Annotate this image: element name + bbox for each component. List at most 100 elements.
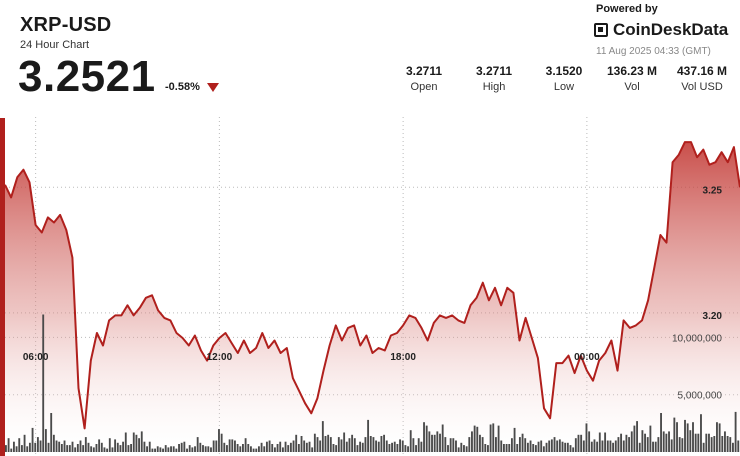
volume-bar	[26, 446, 29, 452]
volume-bar	[359, 441, 362, 452]
volume-bar	[441, 424, 444, 452]
volume-bar	[311, 447, 314, 452]
volume-bar	[343, 432, 346, 452]
brand-logo[interactable]: CoinDeskData	[594, 20, 728, 40]
price-change: -0.58%	[165, 81, 200, 93]
volume-bar	[457, 447, 460, 452]
chart-subtitle: 24 Hour Chart	[20, 39, 90, 51]
volume-bar	[100, 442, 103, 452]
volume-bar	[332, 444, 335, 452]
volume-bar	[425, 425, 428, 452]
volume-bar	[495, 437, 497, 452]
current-price: 3.2521	[18, 52, 156, 101]
volume-bar	[463, 445, 465, 452]
volume-bar	[484, 444, 487, 452]
volume-bar	[5, 445, 7, 452]
volume-bar	[737, 440, 740, 452]
volume-bar	[550, 439, 553, 452]
volume-bar	[194, 446, 196, 452]
volume-bar	[273, 447, 276, 452]
volume-bar	[90, 446, 93, 452]
volume-bar	[721, 436, 724, 452]
volume-bar	[79, 440, 82, 452]
volume-bar	[412, 438, 415, 452]
volume-bar	[335, 445, 338, 452]
volume-bar	[617, 437, 620, 452]
volume-bar	[375, 440, 378, 452]
volume-bar	[20, 445, 23, 452]
volume-bar	[526, 442, 529, 452]
volume-bar	[218, 429, 220, 452]
volume-bar	[652, 441, 654, 452]
volume-bar	[708, 433, 710, 452]
volume-bar	[476, 426, 479, 452]
volume-bar	[471, 431, 473, 452]
volume-bar	[415, 445, 417, 452]
volume-bar	[700, 414, 702, 452]
volume-bar	[449, 438, 452, 452]
volume-bar	[223, 442, 226, 452]
volume-bar	[12, 441, 15, 452]
volume-bar	[210, 447, 212, 452]
volume-bar	[502, 444, 505, 452]
volume-bar	[95, 444, 98, 452]
volume-bar	[356, 445, 359, 452]
volume-bar	[151, 448, 154, 452]
volume-bar	[268, 440, 271, 452]
brand-name: CoinDeskData	[613, 20, 729, 39]
volume-bar	[228, 439, 231, 452]
volume-bar	[401, 440, 404, 452]
volume-bar	[529, 440, 532, 452]
volume-bar	[417, 438, 420, 452]
volume-bar	[119, 445, 122, 452]
stat-vol-usd: 437.16 M Vol USD	[662, 64, 740, 93]
stat-value: 3.1520	[545, 64, 583, 78]
volume-bar	[98, 439, 101, 452]
volume-bar	[276, 444, 279, 452]
volume-bar	[660, 413, 662, 452]
volume-bar	[82, 445, 85, 452]
volume-bar	[116, 442, 119, 452]
volume-bar	[558, 439, 561, 452]
powered-by-label: Powered by	[596, 3, 658, 15]
volume-bar	[444, 437, 447, 452]
price-tick-label: 3.20	[703, 311, 723, 322]
volume-bar	[585, 423, 588, 452]
volume-bar	[465, 446, 468, 452]
volume-bar	[513, 427, 516, 452]
volume-bar	[564, 442, 567, 452]
volume-bar	[154, 448, 156, 452]
volume-bar	[508, 444, 511, 452]
volume-bar	[724, 431, 726, 452]
volume-bar	[537, 441, 540, 452]
volume-bar	[127, 445, 130, 452]
volume-bar	[545, 442, 548, 452]
volume-bar	[479, 434, 481, 452]
volume-bar	[199, 442, 202, 452]
volume-bar	[689, 430, 692, 452]
volume-bar	[694, 433, 697, 452]
volume-bar	[42, 314, 45, 452]
volume-bar	[111, 447, 114, 452]
volume-bar	[534, 445, 537, 452]
time-tick-label: 18:00	[390, 352, 416, 363]
volume-bar	[516, 444, 519, 452]
volume-bar	[609, 440, 612, 452]
volume-bar	[132, 432, 135, 452]
volume-bar	[732, 442, 734, 452]
volume-bar	[300, 436, 303, 452]
volume-bar	[337, 437, 340, 452]
volume-bar	[580, 434, 583, 452]
volume-bar	[23, 434, 26, 452]
price-area-fill	[5, 142, 740, 456]
volume-bar	[644, 433, 646, 452]
volume-bar	[596, 441, 599, 452]
volume-bar	[297, 444, 300, 452]
volume-bar	[409, 430, 412, 452]
volume-bar	[159, 447, 162, 452]
volume-bar	[367, 419, 370, 452]
volume-bar	[60, 444, 63, 452]
volume-bar	[428, 431, 431, 452]
volume-bar	[625, 434, 628, 452]
